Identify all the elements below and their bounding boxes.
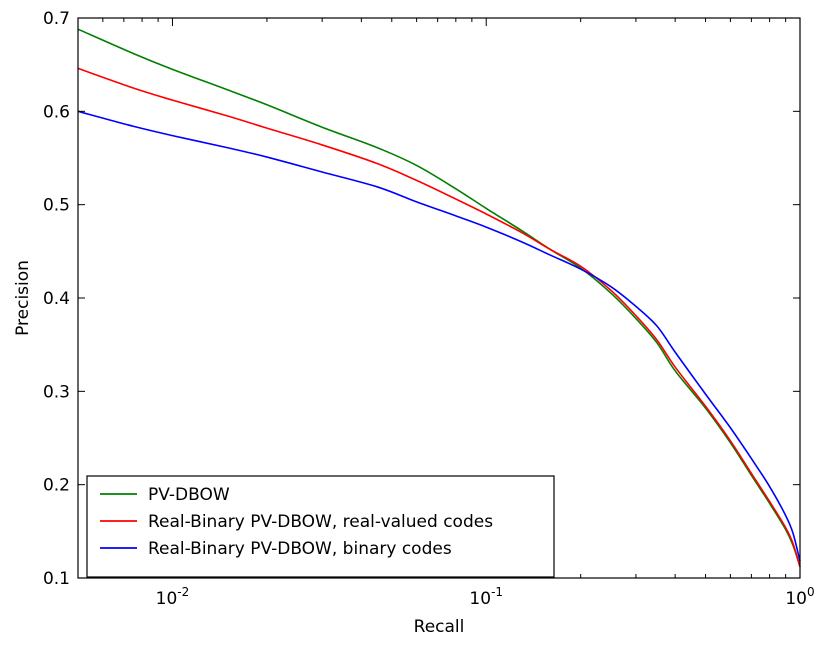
y-tick-label: 0.3 bbox=[43, 382, 70, 402]
y-tick-label: 0.5 bbox=[43, 196, 70, 216]
y-axis-label: Precision bbox=[13, 260, 33, 336]
series-line-2 bbox=[77, 67, 801, 568]
series-line-1 bbox=[77, 28, 801, 568]
x-tick-label: 10-1 bbox=[469, 585, 503, 609]
axis-ticks: 0.1 0.2 0.3 0.4 0.5 0.6 0.7 10-2 10-1 100 bbox=[43, 9, 815, 609]
legend-label-1: PV-DBOW bbox=[148, 485, 230, 505]
x-tick-label: 10-2 bbox=[156, 585, 190, 609]
y-tick-label: 0.1 bbox=[43, 569, 70, 589]
x-tick-label: 100 bbox=[785, 585, 814, 609]
series-line-3 bbox=[77, 110, 801, 562]
legend: PV-DBOW Real-Binary PV-DBOW, real-valued … bbox=[86, 475, 555, 578]
y-tick-label: 0.6 bbox=[43, 102, 70, 122]
legend-label-2: Real-Binary PV-DBOW, real-valued codes bbox=[148, 512, 493, 532]
legend-box bbox=[86, 475, 555, 578]
plot-lines bbox=[77, 28, 801, 568]
y-tick-label: 0.4 bbox=[43, 289, 70, 309]
x-axis-label: Recall bbox=[414, 617, 465, 637]
y-tick-label: 0.7 bbox=[43, 9, 70, 29]
y-tick-label: 0.2 bbox=[43, 476, 70, 496]
legend-label-3: Real-Binary PV-DBOW, binary codes bbox=[148, 539, 452, 559]
